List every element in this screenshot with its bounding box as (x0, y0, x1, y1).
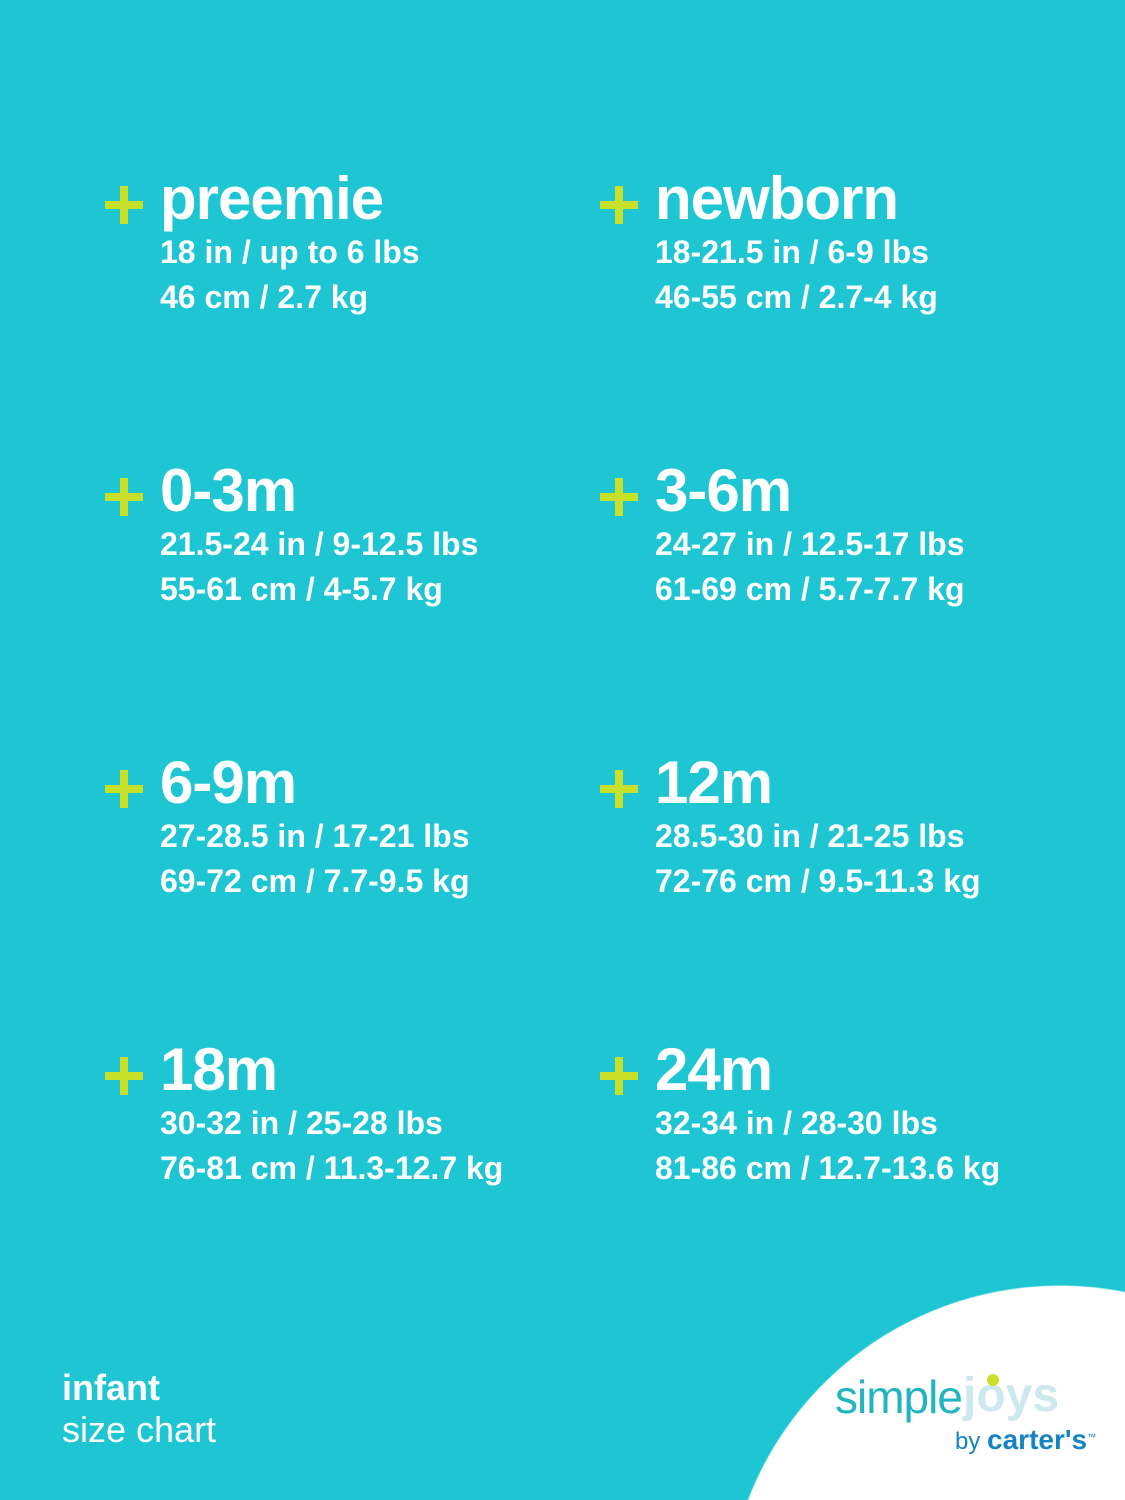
size-imperial: 24-27 in / 12.5-17 lbs (655, 526, 965, 562)
size-name: 0-3m (160, 457, 297, 524)
size-imperial: 32-34 in / 28-30 lbs (655, 1105, 938, 1141)
size-metric: 69-72 cm / 7.7-9.5 kg (160, 863, 470, 899)
size-imperial: 28.5-30 in / 21-25 lbs (655, 818, 965, 854)
size-imperial: 18 in / up to 6 lbs (160, 234, 420, 270)
logo-joys: joys (963, 1369, 1060, 1422)
logo-simple: simple (835, 1371, 963, 1423)
size-name: preemie (160, 165, 384, 232)
size-imperial: 30-32 in / 25-28 lbs (160, 1105, 443, 1141)
plus-icon (105, 478, 143, 516)
logo-by-carters: by carter's™ (955, 1424, 1096, 1456)
logo-dot (987, 1374, 999, 1386)
plus-icon (105, 186, 143, 224)
plus-icon (600, 186, 638, 224)
caption-size-chart: size chart (62, 1409, 217, 1450)
size-name: 12m (655, 749, 773, 816)
size-metric: 61-69 cm / 5.7-7.7 kg (655, 571, 965, 607)
plus-icon (600, 770, 638, 808)
caption-infant: infant (62, 1367, 160, 1408)
plus-icon (600, 1057, 638, 1095)
size-name: 24m (655, 1036, 773, 1103)
size-metric: 55-61 cm / 4-5.7 kg (160, 571, 443, 607)
plus-icon (105, 1057, 143, 1095)
size-name: 18m (160, 1036, 278, 1103)
size-name: 6-9m (160, 749, 297, 816)
logo-by: by (955, 1428, 981, 1455)
logo-backdrop (725, 1285, 1125, 1500)
size-name: 3-6m (655, 457, 792, 524)
chart-caption: infant size chart (62, 1367, 216, 1451)
plus-icon (105, 770, 143, 808)
size-metric: 46-55 cm / 2.7-4 kg (655, 279, 938, 315)
size-imperial: 18-21.5 in / 6-9 lbs (655, 234, 929, 270)
size-imperial: 21.5-24 in / 9-12.5 lbs (160, 526, 479, 562)
logo-brand: carter's (987, 1424, 1088, 1455)
size-metric: 72-76 cm / 9.5-11.3 kg (655, 863, 981, 899)
plus-icon (600, 478, 638, 516)
simple-joys-logo: simple joys by carter's™ (835, 1369, 1096, 1470)
size-metric: 46 cm / 2.7 kg (160, 279, 369, 315)
logo-tm: ™ (1087, 1432, 1097, 1442)
size-metric: 81-86 cm / 12.7-13.6 kg (655, 1150, 1001, 1186)
size-imperial: 27-28.5 in / 17-21 lbs (160, 818, 470, 854)
size-name: newborn (655, 165, 899, 232)
size-metric: 76-81 cm / 11.3-12.7 kg (160, 1150, 504, 1186)
